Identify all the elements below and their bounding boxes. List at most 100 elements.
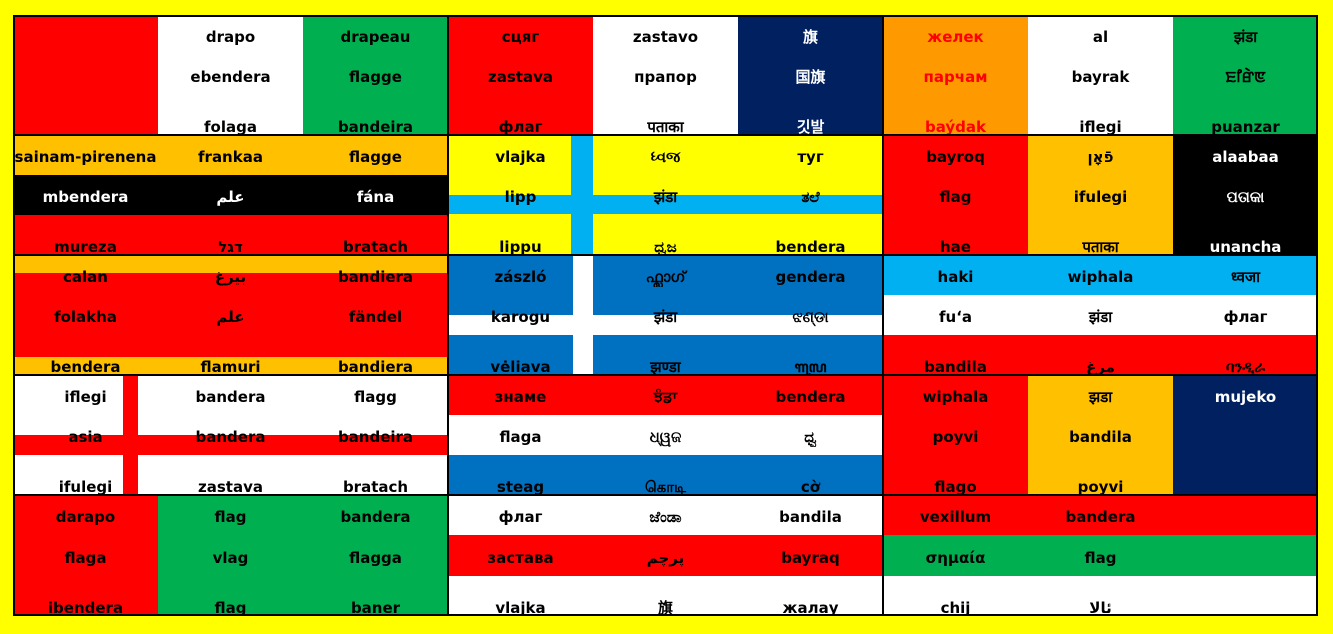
flag-word: жалау [782,598,839,616]
flag-word: желек [927,28,984,46]
flag-band [448,15,593,135]
flag-word-board: ባንዲራ drapo drapeau tuta ebendera flagge okolot… [13,15,1318,616]
flag-word: vėliava [490,358,551,375]
flag-word: puanzar [1211,118,1280,135]
flag-band [593,15,738,135]
flag-word: vlajka [495,598,546,616]
flag-word: bandiera [337,268,414,286]
flag-word: bandila [924,358,987,375]
grid-line-vertical [447,15,449,616]
flag-word: ꯐꯤꯔꯥꯟ [1225,68,1266,86]
flag-word: unancha [1209,238,1282,255]
flag-band [883,295,1318,335]
flag-word: flamuri [200,358,261,375]
flag-band [883,135,1028,255]
flag-word: flag [214,598,247,616]
flag-word: flag [939,188,972,206]
flag-word: 깃발 [796,118,825,135]
flag-word: zastava [488,68,553,86]
flag-band [883,535,1318,576]
flag-word: bandera [340,508,411,527]
flag-band [1028,375,1173,495]
flag-word: פֿאָן [1087,148,1114,166]
flag-r4c1: iflegi bandera flagg asia bandera bandeira ifu… [13,375,448,495]
cross-horizontal [448,195,883,215]
flag-word: al [1092,28,1109,46]
flag-word: vlajka [495,148,546,166]
flag-r2c2: vlajka ધ્વજ туг lipp झंडा ತಲೆ lippu ಧ್ವಜ bendera [448,135,883,255]
flag-word: flaga [499,428,542,446]
flag-word: vlag [212,548,249,567]
flag-band [13,435,448,455]
flag-r5c1: darapo flag bandera flaga vlag flagga ibendera… [13,495,448,616]
flag-band [13,215,448,255]
flag-word: flagge [349,148,402,166]
flag-word: fändel [348,308,403,326]
grid-line-horizontal [13,134,1318,136]
flag-word: okoloto [53,118,118,135]
flag-word: bendera [775,388,846,406]
flag-r1c2: сцяг zastavo 旗 zastava прапор 国旗 флаг पताका 깃발 [448,15,883,135]
flag-band [883,255,1318,295]
flag-word: झंडा [653,308,678,326]
flag-word: flaga [64,548,107,567]
flag-word: haki [937,268,974,286]
flag-word: sainam-pirenena [14,148,157,166]
flag-r3c2: zászló ഫ്ലാഗ് gendera karogu झंडा ଝଣ୍ଡା vėliav… [448,255,883,375]
flag-band [1173,375,1318,495]
grid-line-horizontal [13,254,1318,256]
flag-word: флаг [1223,308,1268,326]
flag-word: 旗 [657,598,673,616]
flag-word: ئالا [1089,598,1112,616]
flag-band [448,415,883,455]
flag-word: cờ [800,478,821,495]
flag-word: bandera [1065,508,1136,527]
grid-line-vertical [882,15,884,616]
flag-word: flagge [349,68,402,86]
flag-word: ଝଣ୍ଡା [792,308,829,326]
flag-word: flagga [349,548,402,567]
flag-word: σημαία [925,548,986,567]
flag-word: علم [216,308,245,326]
flag-word: karogu [490,308,551,326]
flag-band [738,15,883,135]
flag-band [158,15,303,135]
flag-word: bratach [342,478,409,495]
flag-word: zastavo [632,28,699,46]
flag-word: iflegi [64,388,107,406]
flag-word: poyvi [932,428,979,446]
flag-word: bandeira [337,428,414,446]
flag-band [303,15,448,135]
flag-word: drapo [205,28,256,46]
flag-word: ਝੰਡਾ [653,388,678,406]
flag-word: fána [356,188,395,206]
flag-word: ಜೆಂಡಾ [649,508,682,527]
flag-r5c2: флаг ಜೆಂಡಾ bandila застава پرچم bayraq vlajka 旗… [448,495,883,616]
flag-word: bratach [342,238,409,255]
flag-word: lippu [499,238,542,255]
flag-word: bandera [195,428,266,446]
flag-band [158,495,448,616]
flag-word: דגל [218,238,243,255]
flag-word: ತಲೆ [801,188,820,206]
flag-word: парчам [923,68,988,86]
flag-word: vexillum [919,508,992,527]
flag-r4c2: знаме ਝੰਡਾ bendera flaga ଧ୍ୱଜ ಧ್ವ steag கொடி cờ [448,375,883,495]
flag-word: знаме [494,388,547,406]
flag-band [13,15,158,135]
flag-word: bandila [779,508,842,527]
flag-band [1173,15,1318,135]
flag-band [448,535,883,576]
flag-word: 国旗 [795,68,826,86]
flag-word: ଧ୍ୱଜ [649,428,682,446]
flag-word: ध्वजा [1231,268,1260,286]
flag-word: сцяг [501,28,540,46]
flag-word: туг [797,148,824,166]
flag-word: baýdak [924,118,986,135]
flag-word: पताका [647,118,684,135]
flag-band [448,375,883,415]
flag-word: iflegi [1079,118,1122,135]
flag-band [13,495,158,616]
flag-word: ഫ്ലാഗ് [645,268,686,286]
flag-word: مرغ [1086,358,1115,375]
